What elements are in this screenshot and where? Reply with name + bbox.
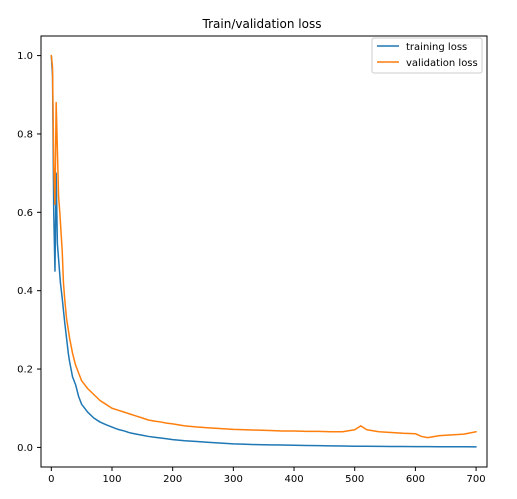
x-tick-label: 500 xyxy=(345,474,364,485)
y-tick-label: 0.0 xyxy=(17,443,33,454)
y-axis-ticks: 0.0 0.2 0.4 0.6 0.8 1.0 xyxy=(17,51,41,454)
y-tick-label: 0.2 xyxy=(17,365,33,376)
y-tick-label: 1.0 xyxy=(17,51,33,62)
legend-training-loss-label: training loss xyxy=(406,42,467,53)
validation-loss-line xyxy=(50,54,477,439)
x-axis-ticks: 0 100 200 300 400 500 600 700 xyxy=(48,467,486,485)
x-tick-label: 700 xyxy=(467,474,486,485)
y-tick-label: 0.6 xyxy=(17,208,33,219)
training-loss-line xyxy=(50,54,477,448)
x-tick-label: 400 xyxy=(284,474,303,485)
x-tick-label: 600 xyxy=(406,474,425,485)
legend-box xyxy=(371,37,483,74)
x-tick-label: 300 xyxy=(224,474,243,485)
plot-frame xyxy=(40,35,488,468)
chart-title: Train/validation loss xyxy=(202,17,322,31)
y-tick-label: 0.8 xyxy=(17,129,33,140)
x-tick-label: 100 xyxy=(102,474,121,485)
plot-area: 0 100 200 300 400 500 600 700 0.0 0.2 0.4 0.6 0.8 1.… xyxy=(17,35,488,485)
legend-validation-loss-label: validation loss xyxy=(406,58,478,69)
x-tick-label: 200 xyxy=(163,474,182,485)
y-tick-label: 0.4 xyxy=(17,286,33,297)
chart-legend: training loss validation loss xyxy=(371,37,483,74)
series-layer xyxy=(50,54,477,448)
x-tick-label: 0 xyxy=(48,474,54,485)
